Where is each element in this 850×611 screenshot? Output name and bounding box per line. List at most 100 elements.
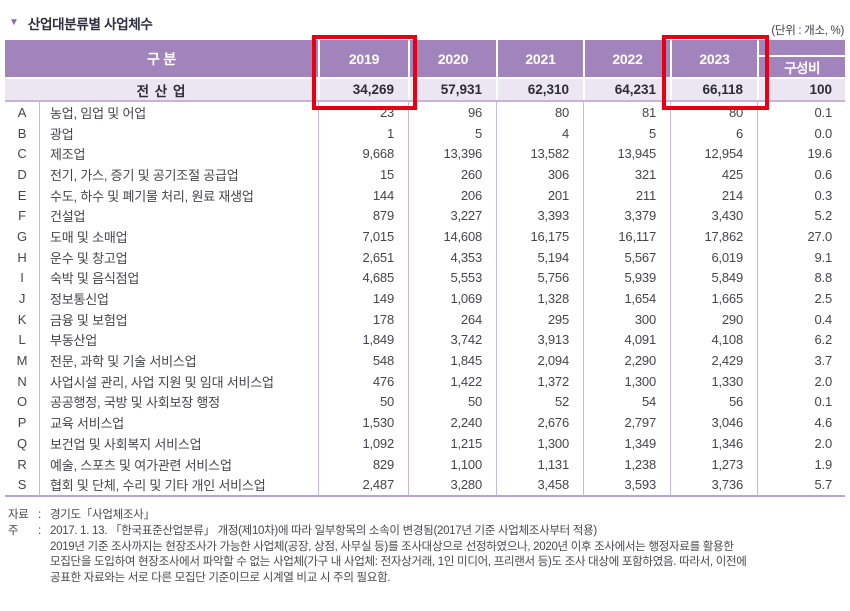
composition-ratio: 0.1 bbox=[757, 391, 845, 413]
value-2023: 5,849 bbox=[670, 267, 757, 289]
value-2019: 4,685 bbox=[318, 267, 408, 289]
value-2022: 321 bbox=[583, 164, 670, 185]
value-2019: 7,015 bbox=[318, 226, 408, 247]
industry-code: S bbox=[17, 477, 27, 493]
value-2023: 56 bbox=[670, 391, 757, 413]
table-row: C 제조업 9,668 13,396 13,582 13,945 12,954 19.6 bbox=[5, 143, 845, 165]
industry-name: 전기, 가스, 증기 및 공기조절 공급업 bbox=[39, 164, 318, 185]
industry-code: K bbox=[17, 311, 27, 327]
composition-ratio: 4.6 bbox=[757, 412, 845, 433]
table-row: S 협회 및 단체, 수리 및 기타 개인 서비스업 2,487 3,280 3,458… bbox=[5, 474, 845, 496]
value-2022: 1,238 bbox=[583, 453, 670, 475]
value-2019: 1,849 bbox=[318, 329, 408, 351]
industry-code: L bbox=[18, 332, 26, 348]
value-2021: 306 bbox=[496, 164, 583, 185]
value-2021: 1,328 bbox=[496, 288, 583, 309]
note-label: 주 bbox=[8, 524, 19, 537]
total-row-label: 전 산 업 bbox=[136, 83, 187, 99]
source-text: 경기도「사업체조사」 bbox=[50, 509, 155, 521]
table-row: Q 보건업 및 사회복지 서비스업 1,092 1,215 1,300 1,349 1,34… bbox=[5, 433, 845, 454]
total-value-2022: 64,231 bbox=[583, 79, 670, 100]
value-2020: 260 bbox=[408, 164, 496, 185]
source-note: 자료 : 경기도「사업체조사」 bbox=[8, 508, 844, 524]
value-2022: 5,567 bbox=[583, 246, 670, 268]
composition-ratio: 19.6 bbox=[757, 143, 845, 165]
composition-ratio: 5.2 bbox=[757, 205, 845, 227]
table-row: J 정보통신업 149 1,069 1,328 1,654 1,665 2.5 bbox=[5, 288, 845, 309]
composition-ratio: 1.9 bbox=[757, 453, 845, 475]
industry-code: N bbox=[17, 373, 27, 389]
table-row: O 공공행정, 국방 및 사회보장 행정 50 50 52 54 56 0.1 bbox=[5, 391, 845, 413]
total-value-2020: 57,931 bbox=[408, 79, 496, 100]
value-2020: 2,240 bbox=[408, 412, 496, 433]
value-2022: 3,379 bbox=[583, 205, 670, 227]
value-2020: 50 bbox=[408, 391, 496, 413]
value-2022: 3,593 bbox=[583, 474, 670, 496]
table-row: I 숙박 및 음식점업 4,685 5,553 5,756 5,939 5,849 8.8 bbox=[5, 267, 845, 289]
value-2020: 3,742 bbox=[408, 329, 496, 351]
industry-code: F bbox=[18, 208, 26, 224]
industry-code: J bbox=[18, 291, 26, 307]
value-2022: 5,939 bbox=[583, 267, 670, 289]
value-2021: 295 bbox=[496, 308, 583, 330]
value-2022: 5 bbox=[583, 122, 670, 144]
value-2021: 16,175 bbox=[496, 226, 583, 247]
industry-name: 보건업 및 사회복지 서비스업 bbox=[39, 433, 318, 454]
header-composition-ratio: 구성비 bbox=[757, 40, 845, 77]
note-line: 공표한 자료와는 서로 다른 모집단 기준이므로 시계열 비교 시 주의 필요함… bbox=[50, 572, 391, 585]
table-row: P 교육 서비스업 1,530 2,240 2,676 2,797 3,046 4.6 bbox=[5, 412, 845, 433]
composition-ratio: 27.0 bbox=[757, 226, 845, 247]
value-2022: 13,945 bbox=[583, 143, 670, 165]
value-2021: 13,582 bbox=[496, 143, 583, 165]
composition-ratio: 0.0 bbox=[757, 122, 845, 144]
value-2021: 3,913 bbox=[496, 329, 583, 351]
value-2019: 149 bbox=[318, 288, 408, 309]
table-body: A 농업, 임업 및 어업 23 96 80 81 80 0.1 B 광업 1 5 4 5 6 0.0 C 제조업… bbox=[5, 102, 845, 497]
industry-name: 제조업 bbox=[39, 143, 318, 165]
method-note: 주 : 2017. 1. 13. 「한국표준산업분류」 개정(제10차)에 따라… bbox=[8, 524, 844, 587]
value-2020: 4,353 bbox=[408, 246, 496, 268]
table-row: H 운수 및 창고업 2,651 4,353 5,194 5,567 6,019 9.1 bbox=[5, 246, 845, 268]
value-2023: 425 bbox=[670, 164, 757, 185]
note-line: 2019년 기준 조사까지는 현장조사가 가능한 사업체(공장, 상점, 사무실… bbox=[50, 540, 734, 553]
composition-ratio: 3.7 bbox=[757, 350, 845, 371]
industry-code: D bbox=[17, 166, 27, 182]
industry-name: 금융 및 보험업 bbox=[39, 308, 318, 330]
composition-ratio: 0.6 bbox=[757, 164, 845, 185]
industry-code: C bbox=[17, 146, 27, 162]
source-label: 자료 bbox=[8, 509, 29, 521]
value-2022: 2,290 bbox=[583, 350, 670, 371]
value-2023: 12,954 bbox=[670, 143, 757, 165]
table-row: D 전기, 가스, 증기 및 공기조절 공급업 15 260 306 321 425 0.6 bbox=[5, 164, 845, 185]
composition-ratio: 6.2 bbox=[757, 329, 845, 351]
value-2021: 5,194 bbox=[496, 246, 583, 268]
value-2020: 96 bbox=[408, 102, 496, 123]
triangle-bullet-icon: ▼ bbox=[9, 17, 19, 28]
industry-name: 정보통신업 bbox=[39, 288, 318, 309]
value-2020: 5 bbox=[408, 122, 496, 144]
industry-code: Q bbox=[17, 435, 27, 451]
table-header-row: 구 분 2019 2020 2021 2022 2023 구성비 bbox=[5, 40, 845, 77]
industry-name: 운수 및 창고업 bbox=[39, 246, 318, 268]
industry-name: 수도, 하수 및 폐기물 처리, 원료 재생업 bbox=[39, 184, 318, 206]
value-2020: 1,069 bbox=[408, 288, 496, 309]
industry-name: 교육 서비스업 bbox=[39, 412, 318, 433]
composition-ratio: 2.0 bbox=[757, 433, 845, 454]
value-2019: 23 bbox=[318, 102, 408, 123]
industry-code: I bbox=[20, 270, 24, 286]
value-2020: 5,553 bbox=[408, 267, 496, 289]
value-2020: 1,422 bbox=[408, 370, 496, 392]
footnotes: 자료 : 경기도「사업체조사」 주 : 2017. 1. 13. 「한국표준산업… bbox=[8, 508, 844, 587]
value-2021: 1,372 bbox=[496, 370, 583, 392]
value-2023: 214 bbox=[670, 184, 757, 206]
value-2019: 2,487 bbox=[318, 474, 408, 496]
value-2022: 2,797 bbox=[583, 412, 670, 433]
value-2023: 1,273 bbox=[670, 453, 757, 475]
value-2023: 6,019 bbox=[670, 246, 757, 268]
header-year-2022: 2022 bbox=[583, 40, 670, 77]
value-2023: 1,330 bbox=[670, 370, 757, 392]
header-year-2023: 2023 bbox=[670, 40, 757, 77]
value-2019: 829 bbox=[318, 453, 408, 475]
value-2022: 54 bbox=[583, 391, 670, 413]
composition-ratio: 5.7 bbox=[757, 474, 845, 496]
